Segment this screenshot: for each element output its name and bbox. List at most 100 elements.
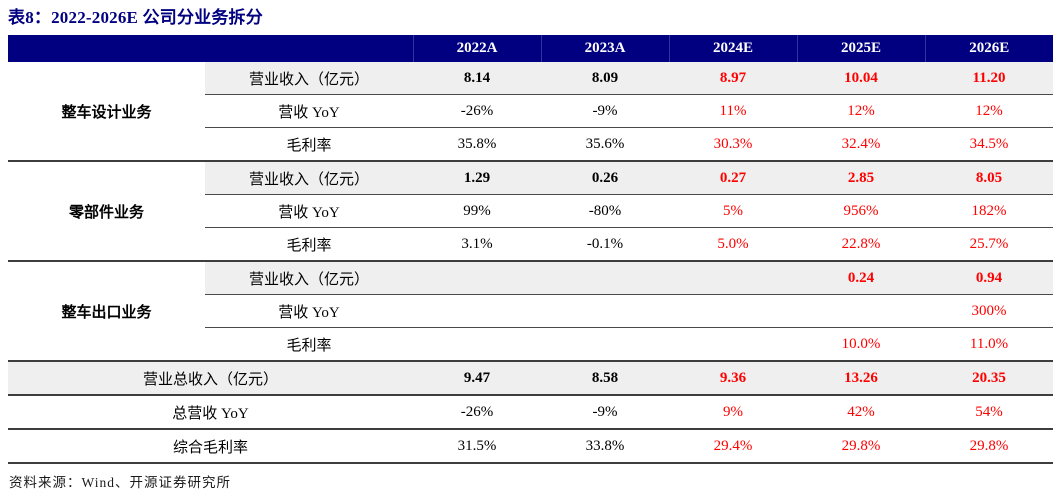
cell-value: -9%: [541, 94, 669, 128]
group-label-components: 零部件业务: [8, 161, 205, 262]
cell-value: [541, 261, 669, 295]
cell-value: 1.29: [413, 161, 541, 195]
cell-value: 29.8%: [797, 429, 925, 464]
table-body: 整车设计业务 营业收入（亿元） 8.14 8.09 8.97 10.04 11.…: [8, 62, 1053, 464]
cell-value: 182%: [925, 194, 1053, 228]
cell-value: 0.24: [797, 261, 925, 295]
row-label: 综合毛利率: [8, 429, 413, 464]
table-row-overall-margin: 综合毛利率 31.5% 33.8% 29.4% 29.8% 29.8%: [8, 429, 1053, 464]
row-label: 营业收入（亿元）: [205, 161, 413, 195]
cell-value: 35.6%: [541, 127, 669, 162]
cell-value: 29.4%: [669, 429, 797, 464]
cell-value: -26%: [413, 94, 541, 128]
cell-value: 8.09: [541, 62, 669, 95]
cell-value: 30.3%: [669, 127, 797, 162]
row-label: 营业收入（亿元）: [205, 261, 413, 295]
column-header-2025e: 2025E: [796, 35, 925, 62]
row-label: 毛利率: [205, 327, 413, 362]
cell-value: 11.0%: [925, 327, 1053, 362]
cell-value: 12%: [925, 94, 1053, 128]
cell-value: [413, 327, 541, 362]
cell-value: 22.8%: [797, 227, 925, 262]
cell-value: -80%: [541, 194, 669, 228]
row-label: 营业收入（亿元）: [205, 62, 413, 95]
row-label: 营收 YoY: [205, 194, 413, 228]
cell-value: 42%: [797, 395, 925, 430]
segment-breakdown-table: 2022A 2023A 2024E 2025E 2026E 整车设计业务 营业收…: [8, 35, 1053, 464]
cell-value: 33.8%: [541, 429, 669, 464]
column-header-2022a: 2022A: [412, 35, 541, 62]
group-label-vehicle-design: 整车设计业务: [8, 62, 205, 162]
row-label: 总营收 YoY: [8, 395, 413, 430]
cell-value: 11.20: [925, 62, 1053, 95]
cell-value: 8.97: [669, 62, 797, 95]
cell-value: 10.04: [797, 62, 925, 95]
cell-value: 13.26: [797, 361, 925, 396]
cell-value: 3.1%: [413, 227, 541, 262]
table-row: 营收 YoY 300%: [8, 294, 1053, 328]
cell-value: [669, 261, 797, 295]
cell-value: 5%: [669, 194, 797, 228]
cell-value: [413, 294, 541, 328]
row-label: 毛利率: [205, 127, 413, 162]
table-row: 营收 YoY 99% -80% 5% 956% 182%: [8, 194, 1053, 228]
table-row: 毛利率 35.8% 35.6% 30.3% 32.4% 34.5%: [8, 127, 1053, 162]
column-header-2026e: 2026E: [924, 35, 1053, 62]
cell-value: 54%: [925, 395, 1053, 430]
header-spacer: [8, 35, 413, 62]
row-label: 营收 YoY: [205, 94, 413, 128]
table-row: 整车出口业务 营业收入（亿元） 0.24 0.94: [8, 261, 1053, 362]
cell-value: 9.47: [413, 361, 541, 396]
cell-value: -9%: [541, 395, 669, 430]
table-row: 整车设计业务 营业收入（亿元） 8.14 8.09 8.97 10.04 11.…: [8, 62, 1053, 162]
table-title: 表8：2022-2026E 公司分业务拆分: [8, 8, 263, 27]
cell-value: 300%: [925, 294, 1053, 328]
cell-value: [541, 294, 669, 328]
cell-value: 0.94: [925, 261, 1053, 295]
cell-value: 10.0%: [797, 327, 925, 362]
cell-value: 5.0%: [669, 227, 797, 262]
cell-value: 8.14: [413, 62, 541, 95]
table-row: 毛利率 10.0% 11.0%: [8, 327, 1053, 362]
cell-value: [413, 261, 541, 295]
cell-value: [669, 327, 797, 362]
cell-value: [669, 294, 797, 328]
cell-value: 956%: [797, 194, 925, 228]
cell-value: 11%: [669, 94, 797, 128]
cell-value: 8.58: [541, 361, 669, 396]
row-label: 毛利率: [205, 227, 413, 262]
header-row: 2022A 2023A 2024E 2025E 2026E: [8, 35, 1053, 62]
cell-value: 2.85: [797, 161, 925, 195]
cell-value: 32.4%: [797, 127, 925, 162]
table-row-total-revenue: 营业总收入（亿元） 9.47 8.58 9.36 13.26 20.35: [8, 361, 1053, 396]
cell-value: 34.5%: [925, 127, 1053, 162]
table-row: 零部件业务 营业收入（亿元） 1.29 0.26 0.27 2.85 8.05: [8, 161, 1053, 262]
cell-value: 12%: [797, 94, 925, 128]
group-label-vehicle-export: 整车出口业务: [8, 261, 205, 362]
cell-value: 29.8%: [925, 429, 1053, 464]
table-row: 营收 YoY -26% -9% 11% 12% 12%: [8, 94, 1053, 128]
cell-value: -0.1%: [541, 227, 669, 262]
cell-value: 35.8%: [413, 127, 541, 162]
cell-value: [541, 327, 669, 362]
cell-value: [797, 294, 925, 328]
cell-value: 31.5%: [413, 429, 541, 464]
cell-value: 9%: [669, 395, 797, 430]
cell-value: 9.36: [669, 361, 797, 396]
table-header: 2022A 2023A 2024E 2025E 2026E: [8, 35, 1053, 62]
row-label: 营收 YoY: [205, 294, 413, 328]
cell-value: 8.05: [925, 161, 1053, 195]
cell-value: 0.27: [669, 161, 797, 195]
cell-value: 25.7%: [925, 227, 1053, 262]
column-header-2023a: 2023A: [540, 35, 669, 62]
table-row-total-yoy: 总营收 YoY -26% -9% 9% 42% 54%: [8, 395, 1053, 430]
source-note: 资料来源：Wind、开源证券研究所: [9, 475, 231, 490]
cell-value: 20.35: [925, 361, 1053, 396]
table-row: 毛利率 3.1% -0.1% 5.0% 22.8% 25.7%: [8, 227, 1053, 262]
row-label: 营业总收入（亿元）: [8, 361, 413, 396]
cell-value: -26%: [413, 395, 541, 430]
column-header-2024e: 2024E: [668, 35, 797, 62]
cell-value: 99%: [413, 194, 541, 228]
cell-value: 0.26: [541, 161, 669, 195]
